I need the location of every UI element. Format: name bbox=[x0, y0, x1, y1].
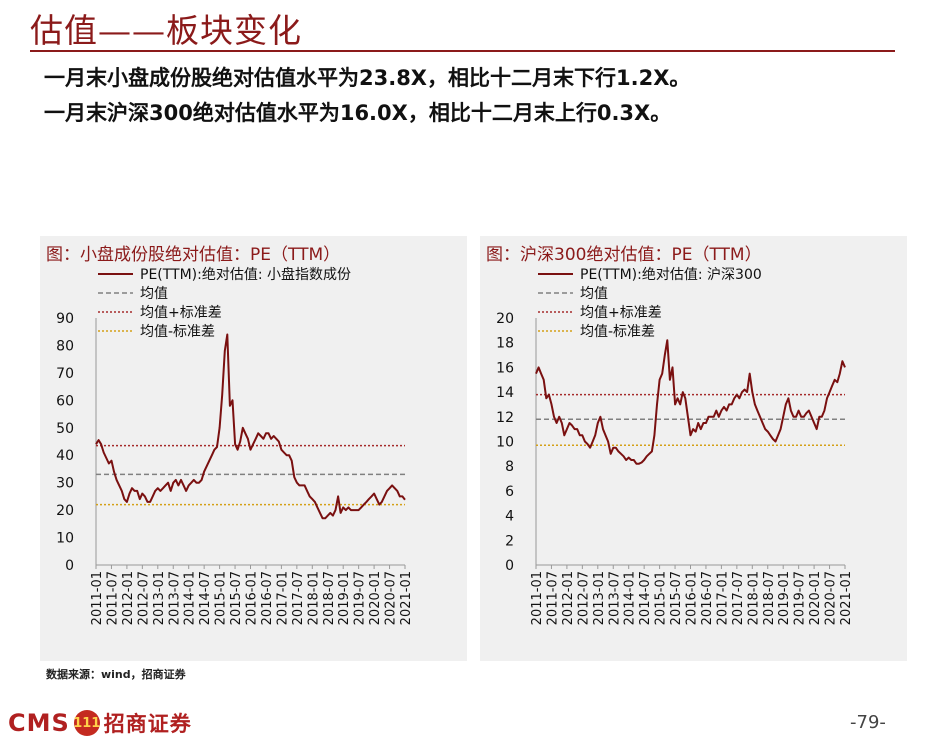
pe-series-line bbox=[535, 339, 846, 465]
x-tick-label: 2021-01 bbox=[839, 571, 854, 625]
x-tick-label: 2020-01 bbox=[368, 571, 383, 625]
x-tick-label: 2011-07 bbox=[105, 571, 120, 625]
x-tick-label: 2020-07 bbox=[824, 571, 839, 625]
x-tick-label: 2018-07 bbox=[322, 571, 337, 625]
x-tick-label: 2017-01 bbox=[275, 571, 290, 625]
x-tick-label: 2012-01 bbox=[561, 571, 576, 625]
x-tick-label: 2012-07 bbox=[136, 571, 151, 625]
page-title: 估值——板块变化 bbox=[30, 11, 302, 50]
x-tick-label: 2014-01 bbox=[183, 571, 198, 625]
legend-label: 均值 bbox=[580, 286, 608, 302]
legend-label: 均值 bbox=[140, 286, 168, 302]
y-tick-label: 90 bbox=[56, 311, 74, 327]
legend-label: PE(TTM):绝对估值: 小盘指数成份 bbox=[140, 266, 351, 283]
x-tick-label: 2020-01 bbox=[808, 571, 823, 625]
x-tick-label: 2017-07 bbox=[291, 571, 306, 625]
x-tick-label: 2013-01 bbox=[152, 571, 167, 625]
x-tick-label: 2011-07 bbox=[545, 571, 560, 625]
y-tick-label: 14 bbox=[496, 385, 514, 401]
y-tick-label: 16 bbox=[496, 360, 514, 376]
y-tick-label: 20 bbox=[496, 311, 514, 327]
title-divider bbox=[30, 50, 895, 52]
x-tick-label: 2019-01 bbox=[777, 571, 792, 625]
brand-logo: CMS 111 招商证券 bbox=[8, 708, 192, 738]
x-tick-label: 2017-01 bbox=[715, 571, 730, 625]
x-tick-label: 2017-07 bbox=[731, 571, 746, 625]
y-tick-label: 60 bbox=[56, 393, 74, 409]
x-tick-label: 2011-01 bbox=[530, 571, 545, 625]
legend-label: 均值+标准差 bbox=[580, 305, 662, 321]
x-tick-label: 2019-07 bbox=[793, 571, 808, 625]
y-tick-label: 30 bbox=[56, 476, 74, 492]
x-tick-label: 2011-01 bbox=[90, 571, 105, 625]
y-tick-label: 6 bbox=[505, 484, 514, 500]
legend-label: 均值+标准差 bbox=[140, 305, 222, 321]
y-tick-label: 0 bbox=[65, 558, 74, 574]
logo-badge-icon: 111 bbox=[73, 710, 100, 736]
y-tick-label: 10 bbox=[56, 531, 74, 547]
x-tick-label: 2019-01 bbox=[337, 571, 352, 625]
x-tick-label: 2018-01 bbox=[306, 571, 321, 625]
chart-panel-csi300: 图：沪深300绝对估值：PE（TTM） PE(TTM):绝对估值: 沪深300 均… bbox=[480, 236, 907, 661]
legend-label: 均值-标准差 bbox=[580, 324, 655, 340]
y-tick-label: 80 bbox=[56, 338, 74, 354]
x-tick-label: 2015-07 bbox=[229, 571, 244, 625]
y-tick-label: 2 bbox=[505, 533, 514, 549]
legend-label: 均值-标准差 bbox=[140, 324, 215, 340]
x-tick-label: 2015-07 bbox=[669, 571, 684, 625]
x-tick-label: 2014-07 bbox=[198, 571, 213, 625]
logo-text: CMS bbox=[8, 709, 70, 737]
x-tick-label: 2019-07 bbox=[353, 571, 368, 625]
page-number: -79- bbox=[850, 712, 886, 733]
x-tick-label: 2016-01 bbox=[245, 571, 260, 625]
y-tick-label: 10 bbox=[496, 435, 514, 451]
x-tick-label: 2013-07 bbox=[607, 571, 622, 625]
pe-series-line bbox=[95, 333, 406, 520]
legend-label: PE(TTM):绝对估值: 沪深300 bbox=[580, 267, 762, 283]
x-tick-label: 2020-07 bbox=[384, 571, 399, 625]
x-tick-label: 2014-07 bbox=[638, 571, 653, 625]
x-tick-label: 2012-07 bbox=[576, 571, 591, 625]
x-tick-label: 2013-07 bbox=[167, 571, 182, 625]
summary-line-1: 一月末小盘成份股绝对估值水平为23.8X，相比十二月末下行1.2X。 bbox=[44, 66, 691, 90]
chart-panel-small-cap: 图：小盘成份股绝对估值：PE（TTM） PE(TTM):绝对估值: 小盘指数成份… bbox=[40, 236, 467, 661]
chart-title: 图：小盘成份股绝对估值：PE（TTM） bbox=[46, 245, 341, 265]
x-tick-label: 2015-01 bbox=[654, 571, 669, 625]
y-tick-label: 18 bbox=[496, 336, 514, 352]
x-tick-label: 2021-01 bbox=[399, 571, 414, 625]
y-tick-label: 8 bbox=[505, 459, 514, 475]
logo-company-name: 招商证券 bbox=[103, 712, 192, 736]
y-tick-label: 0 bbox=[505, 558, 514, 574]
x-tick-label: 2016-07 bbox=[260, 571, 275, 625]
chart-title: 图：沪深300绝对估值：PE（TTM） bbox=[486, 245, 762, 265]
x-tick-label: 2016-01 bbox=[685, 571, 700, 625]
x-tick-label: 2016-07 bbox=[700, 571, 715, 625]
x-tick-label: 2014-01 bbox=[623, 571, 638, 625]
y-tick-label: 4 bbox=[505, 509, 514, 525]
y-tick-label: 12 bbox=[496, 410, 514, 426]
y-tick-label: 20 bbox=[56, 503, 74, 519]
data-source: 数据来源：wind，招商证券 bbox=[46, 668, 186, 681]
summary-line-2: 一月末沪深300绝对估值水平为16.0X，相比十二月末上行0.3X。 bbox=[44, 101, 672, 125]
x-tick-label: 2013-01 bbox=[592, 571, 607, 625]
x-tick-label: 2018-01 bbox=[746, 571, 761, 625]
x-tick-label: 2018-07 bbox=[762, 571, 777, 625]
y-tick-label: 40 bbox=[56, 448, 74, 464]
x-tick-label: 2015-01 bbox=[214, 571, 229, 625]
y-tick-label: 70 bbox=[56, 366, 74, 382]
y-tick-label: 50 bbox=[56, 421, 74, 437]
x-tick-label: 2012-01 bbox=[121, 571, 136, 625]
